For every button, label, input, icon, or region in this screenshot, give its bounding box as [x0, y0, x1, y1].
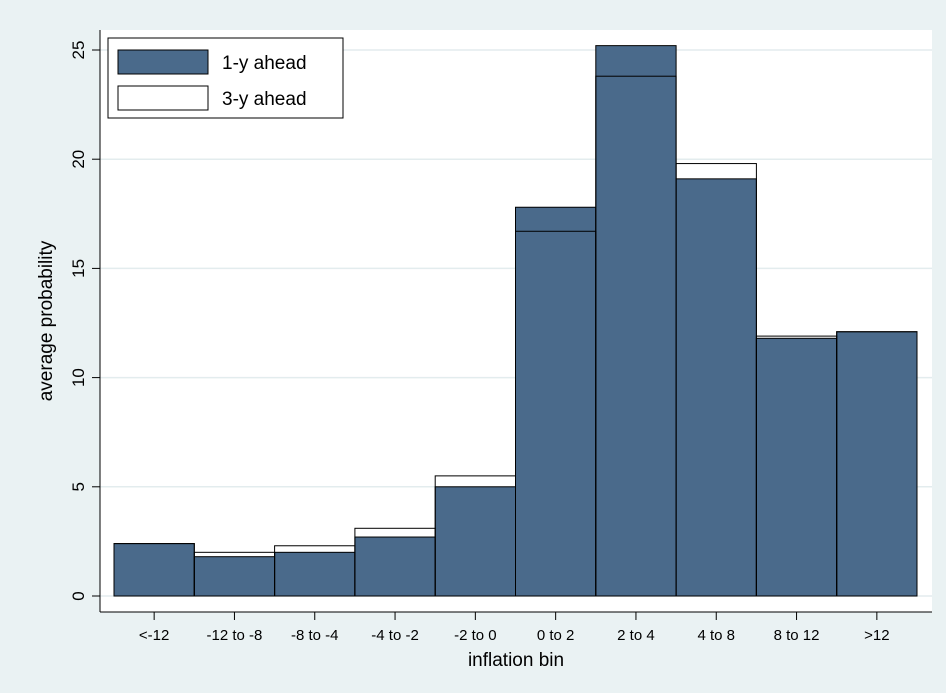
legend-swatch [117, 85, 209, 111]
x-tick-label: 0 to 2 [537, 627, 575, 644]
bar [434, 486, 517, 597]
legend-swatch [117, 49, 209, 75]
x-tick-label: >12 [864, 627, 889, 644]
y-tick-label: 25 [69, 41, 88, 60]
y-tick-label: 5 [69, 482, 88, 491]
bar [354, 536, 436, 597]
x-tick-label: -8 to -4 [291, 627, 339, 644]
y-axis-title: average probability [36, 240, 57, 401]
bar [515, 206, 597, 597]
bar [836, 331, 918, 597]
bar [675, 178, 757, 597]
y-tick-label: 20 [69, 150, 88, 169]
x-tick-label: -4 to -2 [371, 627, 419, 644]
x-tick-label: -12 to -8 [207, 627, 263, 644]
y-tick-label: 15 [69, 259, 88, 278]
bar [595, 45, 677, 597]
y-tick-label: 10 [69, 368, 88, 387]
legend-label: 3-y ahead [222, 89, 307, 110]
x-tick-label: -2 to 0 [454, 627, 497, 644]
x-tick-label: <-12 [139, 627, 169, 644]
bar [193, 556, 276, 597]
x-axis-title: inflation bin [468, 650, 564, 671]
x-tick-label: 8 to 12 [774, 627, 820, 644]
x-tick-label: 4 to 8 [697, 627, 735, 644]
bar-outline [836, 331, 918, 597]
bar [755, 337, 838, 597]
legend-label: 1-y ahead [222, 53, 307, 74]
y-tick-label: 0 [69, 591, 88, 600]
bar [113, 543, 195, 597]
bar [274, 551, 356, 597]
x-tick-label: 2 to 4 [617, 627, 655, 644]
